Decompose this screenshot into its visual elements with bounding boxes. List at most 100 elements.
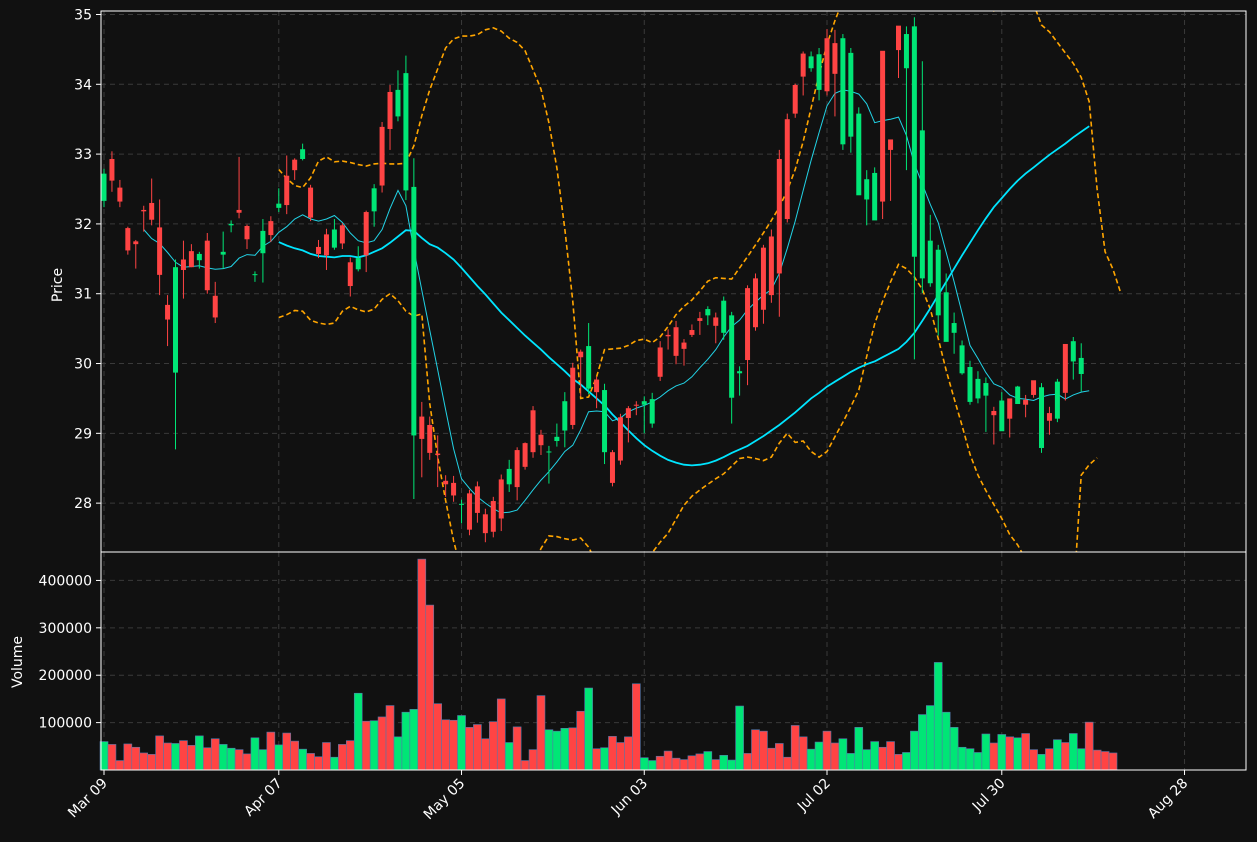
volume-bar [481, 738, 490, 771]
candle-body [856, 113, 862, 196]
volume-bar [568, 727, 578, 771]
volume-bar [798, 736, 808, 771]
candle-body [570, 367, 576, 425]
volume-bar [322, 742, 331, 771]
candle-body [474, 486, 480, 513]
candle-body [713, 317, 719, 326]
price-tick-label: 34 [74, 77, 92, 93]
volume-panel: 100000 200000 300000 400000 Volume [10, 551, 1247, 771]
candle-body [466, 493, 472, 530]
candle-body [522, 443, 528, 467]
candle-body [1031, 380, 1037, 395]
candle-body [347, 262, 353, 287]
candle-body [824, 38, 830, 92]
volume-bar [250, 737, 260, 771]
candle-body [840, 38, 846, 145]
candle-body [903, 34, 909, 69]
price-tick-label: 29 [74, 426, 92, 442]
volume-bar [139, 752, 149, 771]
candle-body [784, 119, 790, 220]
volume-bar [886, 741, 895, 771]
volume-bar [274, 744, 284, 771]
volume-bar [179, 740, 188, 771]
volume-bar [218, 744, 228, 771]
volume-bar [790, 725, 800, 771]
volume-bar [782, 756, 792, 771]
volume-bar [719, 755, 729, 771]
volume-bar [266, 731, 276, 771]
candle-body [331, 229, 337, 248]
volume-bar [647, 760, 657, 771]
volume-y-ticks: 100000 200000 300000 400000 [39, 573, 101, 732]
volume-bar [330, 756, 339, 771]
volume-axis-label: Volume [10, 636, 26, 688]
volume-bar [695, 753, 705, 771]
candle-body [848, 52, 854, 137]
volume-bar [862, 749, 872, 771]
volume-bar [925, 705, 935, 771]
candle-body [959, 345, 965, 374]
volume-bar [838, 738, 848, 771]
volume-bar [417, 558, 427, 771]
candle-body [594, 379, 600, 393]
candle-body [157, 227, 163, 275]
lower-band-line [278, 263, 1098, 552]
volume-bar [147, 754, 156, 771]
volume-bar [703, 751, 713, 771]
candle-body [864, 179, 870, 200]
candle-body [792, 84, 798, 114]
bollinger-bands [278, 11, 1122, 552]
volume-bar [107, 744, 117, 771]
candle-body [323, 234, 329, 256]
volume-bar [632, 683, 641, 771]
candle-body [395, 89, 401, 117]
volume-tick-label: 200000 [39, 668, 92, 684]
volume-bar [155, 735, 164, 771]
candle-body [244, 226, 250, 240]
candle-body [927, 240, 933, 284]
volume-bar [576, 710, 586, 771]
candle-body [951, 323, 957, 333]
volume-bar [409, 709, 419, 771]
candle-body [602, 390, 608, 453]
candle-body [1078, 357, 1084, 374]
candle-body [141, 209, 147, 212]
volume-bar [1037, 754, 1046, 771]
candle-body [768, 236, 774, 296]
volume-bar [115, 760, 125, 771]
volume-bar [639, 757, 649, 771]
volume-bar [973, 752, 983, 771]
volume-bar [234, 749, 244, 771]
volume-bar [361, 720, 371, 771]
volume-bar [314, 756, 323, 771]
candle-body [800, 53, 806, 77]
volume-bar [687, 755, 697, 771]
candle-body [538, 434, 544, 446]
volume-bar [759, 730, 768, 771]
volume-bar [981, 733, 991, 771]
candle-body [204, 240, 210, 291]
candle-body [435, 453, 441, 455]
volume-bar [933, 662, 943, 771]
volume-bar [353, 692, 363, 771]
candle-body [427, 424, 433, 453]
candle-body [292, 159, 298, 171]
candle-body [117, 187, 123, 202]
candle-body [276, 203, 282, 208]
volume-bar [1076, 748, 1086, 771]
candle-body [975, 378, 981, 399]
candle-body [180, 259, 186, 270]
volume-bar [600, 747, 609, 771]
candle-body [173, 267, 179, 373]
candle-body [482, 514, 488, 534]
volume-bar [1061, 742, 1070, 771]
volume-bar [822, 730, 832, 771]
volume-bar [584, 687, 593, 771]
volume-bar [878, 746, 887, 771]
volume-tick-label: 300000 [39, 621, 92, 637]
volume-bar [226, 747, 236, 771]
candle-body [776, 158, 782, 274]
volume-bar [457, 715, 466, 771]
price-axis-label: Price [50, 268, 66, 302]
volume-bar [751, 729, 760, 771]
